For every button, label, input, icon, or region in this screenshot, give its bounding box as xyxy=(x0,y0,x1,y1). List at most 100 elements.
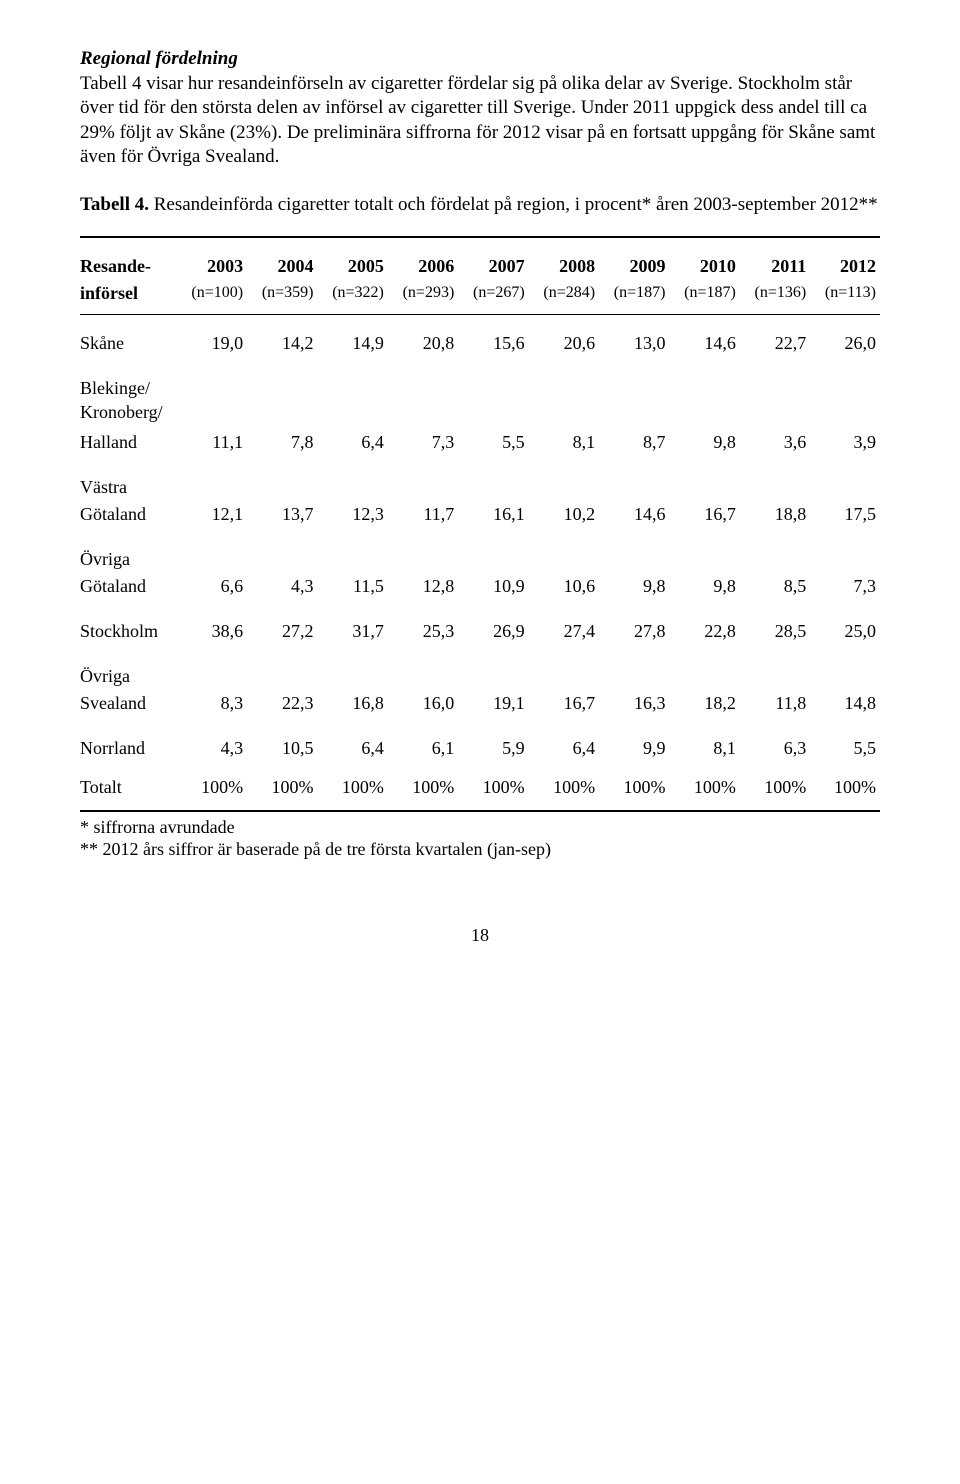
cell: 17,5 xyxy=(810,498,880,531)
cell: 27,8 xyxy=(599,603,669,648)
year-cell: 2009 xyxy=(599,238,669,280)
cell: 25,3 xyxy=(388,603,458,648)
table-container: Resande- 2003 2004 2005 2006 2007 2008 2… xyxy=(80,236,880,812)
cell: 9,9 xyxy=(599,720,669,765)
header-label-1: Resande- xyxy=(80,238,177,280)
cell: 27,4 xyxy=(529,603,599,648)
year-cell: 2012 xyxy=(810,238,880,280)
cell: 25,0 xyxy=(810,603,880,648)
year-cell: 2003 xyxy=(177,238,247,280)
page-number: 18 xyxy=(80,925,880,946)
cell: 19,0 xyxy=(177,315,247,360)
table-row: Kronoberg/ xyxy=(80,399,880,426)
cell: 8,1 xyxy=(529,426,599,459)
intro-paragraph: Tabell 4 visar hur resandeinförseln av c… xyxy=(80,72,880,169)
year-cell: 2010 xyxy=(669,238,739,280)
cell: 8,3 xyxy=(177,687,247,720)
cell: 9,8 xyxy=(669,426,739,459)
row-label: Blekinge/ xyxy=(80,360,880,399)
year-cell: 2005 xyxy=(318,238,388,280)
table-row: Götaland6,64,311,512,810,910,69,89,88,57… xyxy=(80,570,880,603)
cell: 16,8 xyxy=(318,687,388,720)
cell: 18,2 xyxy=(669,687,739,720)
year-cell: 2011 xyxy=(740,238,810,280)
cell: 14,2 xyxy=(247,315,317,360)
n-cell: (n=113) xyxy=(810,280,880,315)
cell: 13,0 xyxy=(599,315,669,360)
row-label: Kronoberg/ xyxy=(80,399,880,426)
cell: 6,1 xyxy=(388,720,458,765)
row-label: Götaland xyxy=(80,498,177,531)
data-table: Resande- 2003 2004 2005 2006 2007 2008 2… xyxy=(80,236,880,812)
cell: 100% xyxy=(388,765,458,811)
n-cell: (n=322) xyxy=(318,280,388,315)
row-label: Övriga xyxy=(80,531,880,570)
cell: 8,7 xyxy=(599,426,669,459)
row-label: Totalt xyxy=(80,765,177,811)
n-cell: (n=284) xyxy=(529,280,599,315)
table-row: Skåne19,014,214,920,815,620,613,014,622,… xyxy=(80,315,880,360)
cell: 3,6 xyxy=(740,426,810,459)
cell: 9,8 xyxy=(669,570,739,603)
cell: 100% xyxy=(177,765,247,811)
cell: 15,6 xyxy=(458,315,528,360)
row-label: Skåne xyxy=(80,315,177,360)
cell: 16,3 xyxy=(599,687,669,720)
cell: 100% xyxy=(458,765,528,811)
cell: 14,8 xyxy=(810,687,880,720)
cell: 9,8 xyxy=(599,570,669,603)
cell: 6,4 xyxy=(318,426,388,459)
table-row: Svealand8,322,316,816,019,116,716,318,21… xyxy=(80,687,880,720)
table-row: Halland11,17,86,47,35,58,18,79,83,63,9 xyxy=(80,426,880,459)
cell: 10,6 xyxy=(529,570,599,603)
n-cell: (n=267) xyxy=(458,280,528,315)
cell: 18,8 xyxy=(740,498,810,531)
cell: 12,1 xyxy=(177,498,247,531)
cell: 100% xyxy=(669,765,739,811)
cell: 5,9 xyxy=(458,720,528,765)
table-row: Blekinge/ xyxy=(80,360,880,399)
cell: 11,5 xyxy=(318,570,388,603)
cell: 10,2 xyxy=(529,498,599,531)
cell: 4,3 xyxy=(177,720,247,765)
cell: 7,3 xyxy=(388,426,458,459)
table-title-rest: Resandeinförda cigaretter totalt och för… xyxy=(149,194,878,215)
cell: 6,6 xyxy=(177,570,247,603)
cell: 7,8 xyxy=(247,426,317,459)
footnote-2: ** 2012 års siffror är baserade på de tr… xyxy=(80,838,880,861)
row-label: Svealand xyxy=(80,687,177,720)
n-cell: (n=136) xyxy=(740,280,810,315)
table-row: Stockholm38,627,231,725,326,927,427,822,… xyxy=(80,603,880,648)
cell: 14,6 xyxy=(669,315,739,360)
cell: 8,5 xyxy=(740,570,810,603)
row-label: Övriga xyxy=(80,648,880,687)
table-row: Götaland12,113,712,311,716,110,214,616,7… xyxy=(80,498,880,531)
n-cell: (n=359) xyxy=(247,280,317,315)
n-cell: (n=293) xyxy=(388,280,458,315)
footnote-1: * siffrorna avrundade xyxy=(80,816,880,839)
cell: 4,3 xyxy=(247,570,317,603)
cell: 6,4 xyxy=(318,720,388,765)
table-row: Övriga xyxy=(80,531,880,570)
header-label-2: införsel xyxy=(80,280,177,315)
table-header-years: Resande- 2003 2004 2005 2006 2007 2008 2… xyxy=(80,238,880,280)
cell: 26,0 xyxy=(810,315,880,360)
cell: 16,0 xyxy=(388,687,458,720)
cell: 12,8 xyxy=(388,570,458,603)
cell: 14,9 xyxy=(318,315,388,360)
cell: 8,1 xyxy=(669,720,739,765)
cell: 100% xyxy=(318,765,388,811)
n-cell: (n=187) xyxy=(599,280,669,315)
cell: 31,7 xyxy=(318,603,388,648)
row-label: Västra xyxy=(80,459,880,498)
cell: 6,3 xyxy=(740,720,810,765)
cell: 100% xyxy=(740,765,810,811)
n-cell: (n=187) xyxy=(669,280,739,315)
cell: 19,1 xyxy=(458,687,528,720)
row-label: Götaland xyxy=(80,570,177,603)
cell: 100% xyxy=(529,765,599,811)
section-heading: Regional fördelning xyxy=(80,48,880,70)
cell: 22,8 xyxy=(669,603,739,648)
footnotes: * siffrorna avrundade ** 2012 års siffro… xyxy=(80,816,880,861)
year-cell: 2004 xyxy=(247,238,317,280)
